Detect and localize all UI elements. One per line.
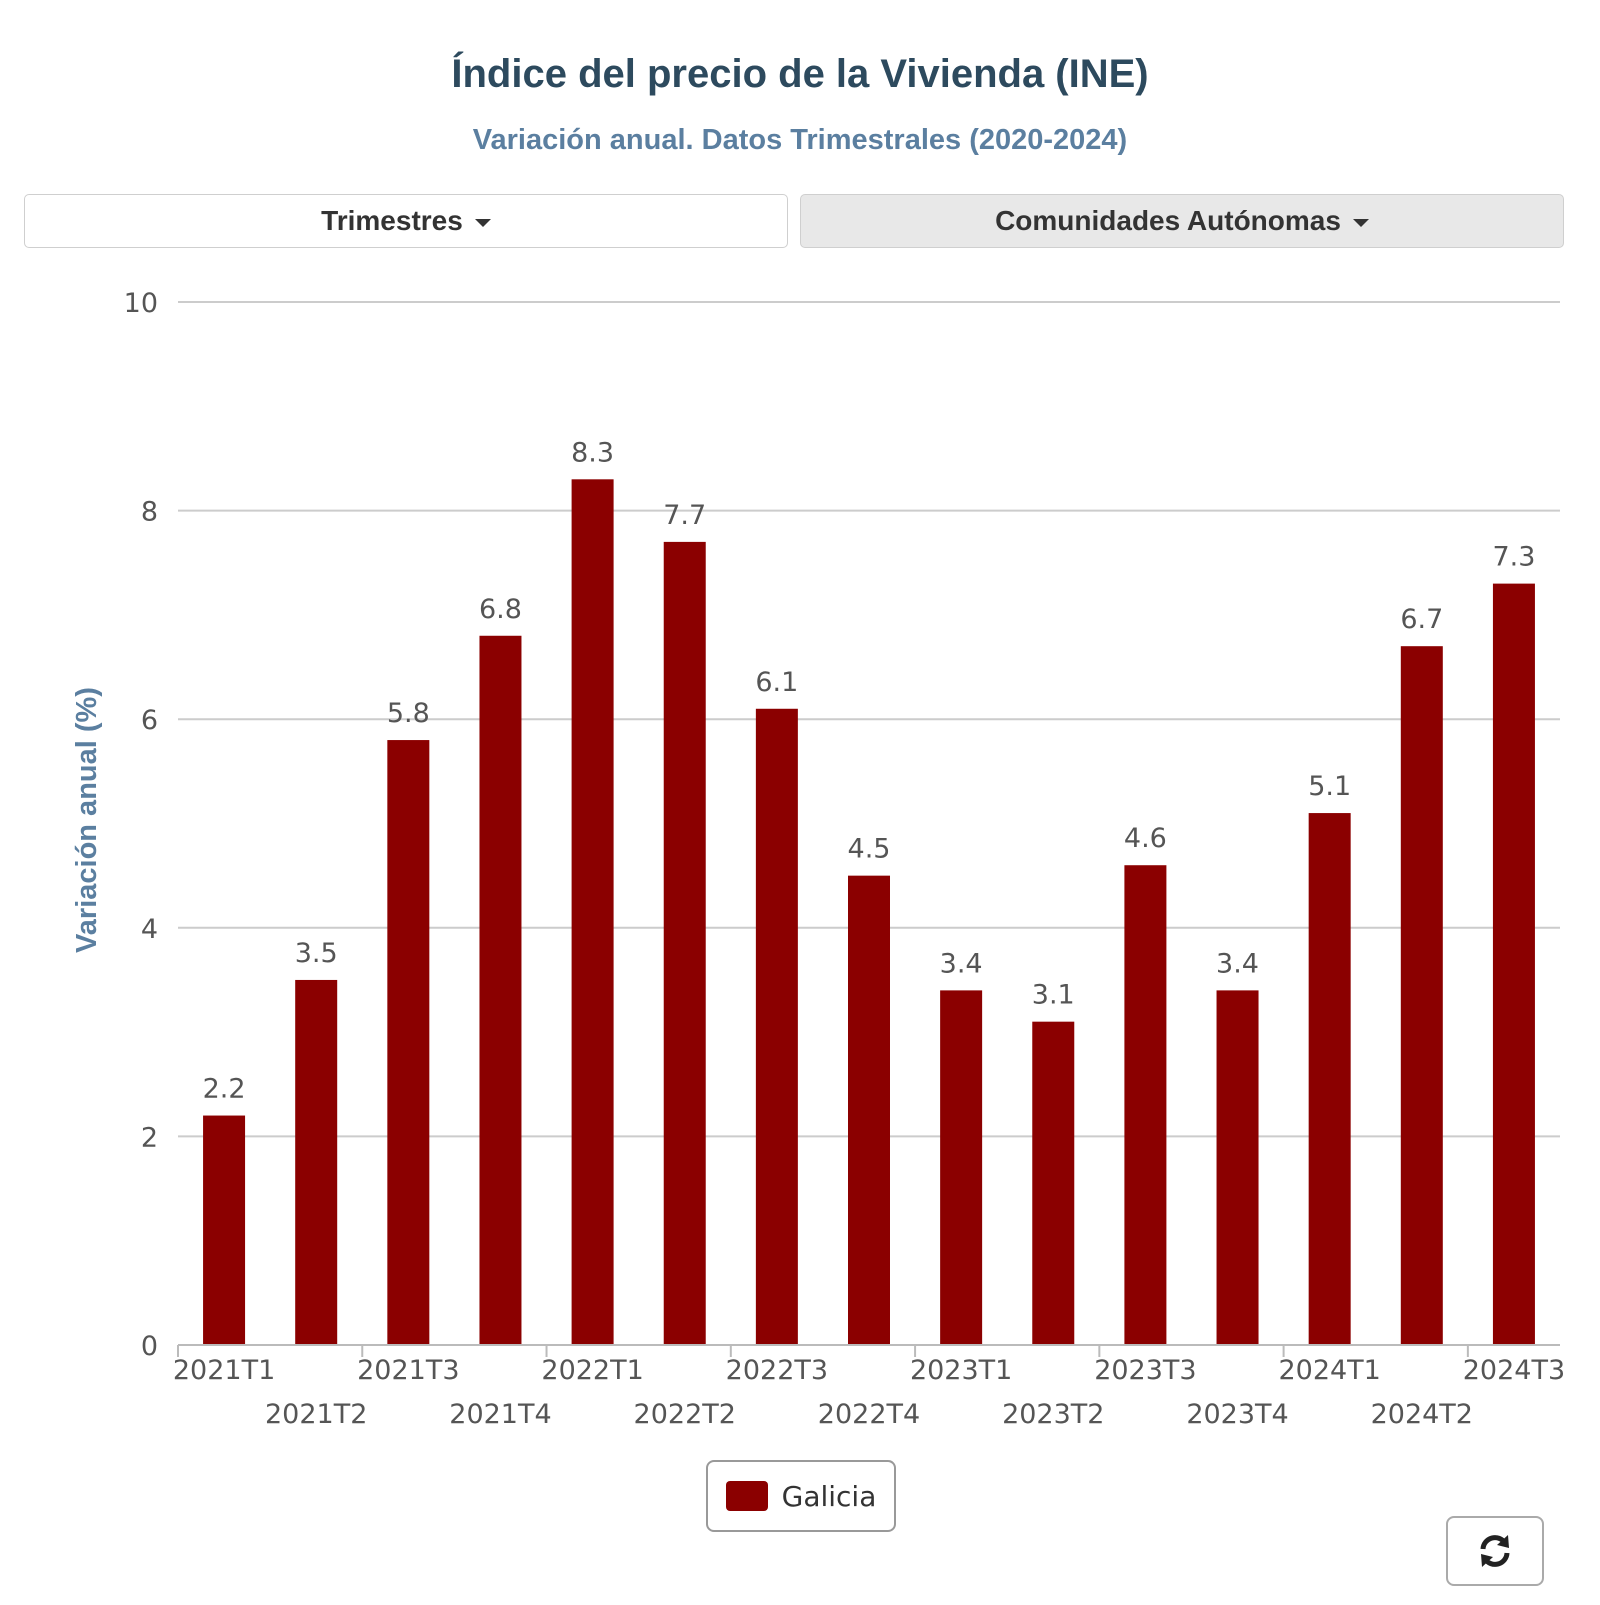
x-tick-label: 2021T3 [357,1355,459,1386]
x-tick-label: 2022T3 [726,1355,828,1386]
data-label: 6.7 [1400,604,1443,635]
data-label: 7.3 [1492,542,1535,573]
caret-down-icon [474,219,491,227]
bar-2022T4[interactable] [848,875,890,1345]
bar-2022T3[interactable] [755,708,798,1345]
data-label: 3.4 [940,948,983,979]
bar-2022T2[interactable] [663,541,706,1345]
data-labels: 2.2 3.5 5.8 6.8 8.3 7.7 6.1 4.5 3.4 3.1 4.6 3.4 5.1 6… [203,437,1536,1104]
x-tick-label: 2023T2 [1002,1399,1104,1430]
x-tick-label: 2022T2 [634,1399,736,1430]
legend-item-galicia[interactable]: Galicia [706,1460,896,1532]
refresh-button[interactable] [1446,1516,1544,1586]
bar-2023T2[interactable] [1032,1021,1075,1345]
y-tick-label: 0 [141,1331,158,1362]
bar-2024T2[interactable] [1400,646,1443,1345]
bar-2021T3[interactable] [387,740,430,1345]
x-tick-label: 2024T3 [1463,1355,1565,1386]
x-tick-label: 2023T4 [1186,1399,1288,1430]
y-tick-label: 8 [141,497,158,528]
x-tick-label: 2022T4 [818,1399,920,1430]
axes: 0 2 4 6 8 10 2021T1 2021T2 2021T3 2021T4 2022T1 202… [124,288,1565,1430]
data-label: 7.7 [663,500,706,531]
caret-down-icon [1352,219,1369,227]
legend-label: Galicia [781,1479,877,1513]
y-tick-label: 10 [124,288,158,319]
data-label: 5.8 [387,698,430,729]
bar-2021T1[interactable] [203,1115,246,1345]
y-tick-label: 2 [141,1122,158,1153]
bar-2021T4[interactable] [479,635,522,1345]
comunidades-dropdown-label: Comunidades Autónomas [995,205,1341,236]
y-tick-label: 6 [141,705,158,736]
x-tick-label: 2022T1 [541,1355,643,1386]
bar-2023T3[interactable] [1124,865,1167,1345]
data-label: 3.4 [1216,948,1259,979]
data-label: 5.1 [1308,771,1351,802]
data-label: 6.1 [755,667,798,698]
data-label: 4.6 [1124,823,1167,854]
bar-2021T2[interactable] [295,979,338,1345]
x-tick-label: 2021T1 [173,1355,275,1386]
bar-2023T1[interactable] [940,990,983,1345]
bar-2022T1[interactable] [571,479,614,1345]
y-axis-label: Variación anual (%) [71,687,103,953]
x-tick-label: 2021T2 [265,1399,367,1430]
x-tick-label: 2023T3 [1094,1355,1196,1386]
data-label: 4.5 [848,834,891,865]
bar-2024T3[interactable] [1492,583,1535,1345]
bar-2024T1[interactable] [1308,813,1351,1345]
trimestres-dropdown[interactable]: Trimestres [24,194,788,248]
data-label: 2.2 [203,1074,246,1105]
bar-2023T4[interactable] [1216,990,1259,1345]
chart-subtitle: Variación anual. Datos Trimestrales (202… [472,124,1128,156]
data-label: 3.1 [1032,980,1075,1011]
bars [203,479,1535,1345]
comunidades-dropdown[interactable]: Comunidades Autónomas [800,194,1564,248]
x-tick-label: 2024T1 [1278,1355,1380,1386]
chart-title: Índice del precio de la Vivienda (INE) [451,52,1149,96]
trimestres-dropdown-label: Trimestres [321,205,463,236]
y-tick-label: 4 [141,914,158,945]
x-tick-label: 2024T2 [1371,1399,1473,1430]
data-label: 8.3 [571,437,614,468]
x-tick-label: 2021T4 [449,1399,551,1430]
x-tick-label: 2023T1 [910,1355,1012,1386]
refresh-icon [1480,1535,1510,1567]
data-label: 3.5 [295,938,338,969]
legend-swatch [725,1481,768,1511]
data-label: 6.8 [479,594,522,625]
